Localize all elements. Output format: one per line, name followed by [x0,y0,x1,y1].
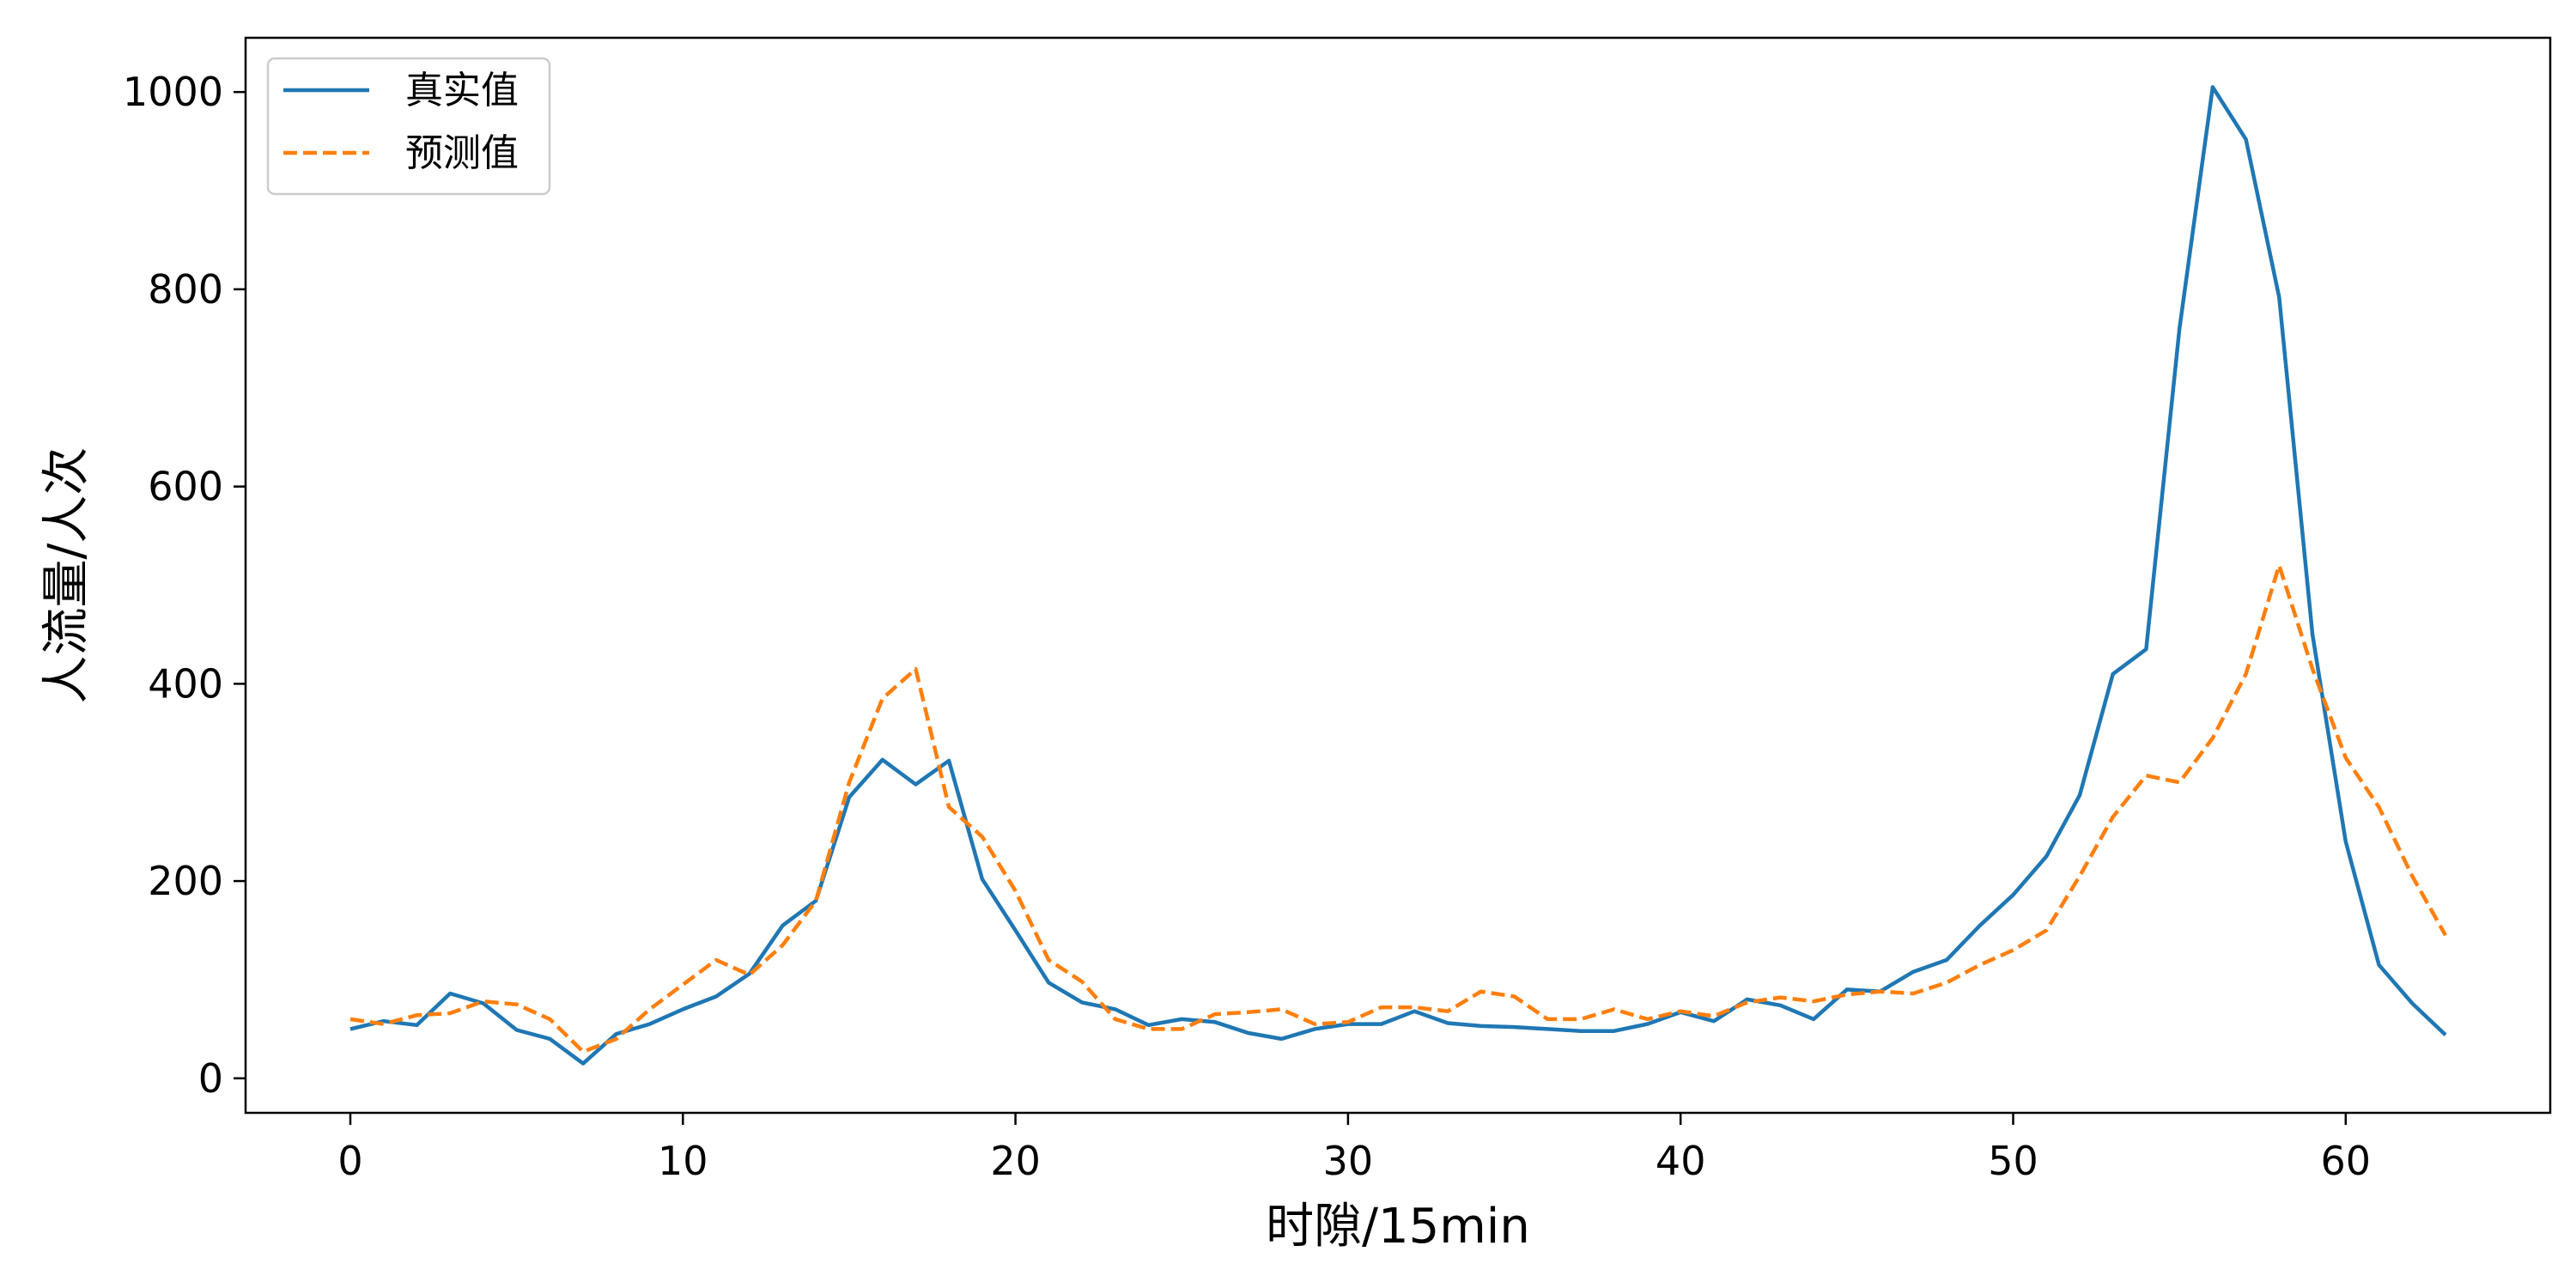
y-tick-label: 600 [148,464,223,510]
x-tick-label: 20 [990,1138,1041,1184]
x-tick-label: 0 [337,1138,362,1184]
legend-box [266,57,551,196]
x-tick-label: 60 [2321,1138,2372,1184]
x-axis-label: 时隙/15min [1266,1199,1530,1255]
y-tick-label: 400 [148,660,223,707]
y-axis: 0 200 400 600 800 1000 [123,69,246,1102]
x-tick-label: 30 [1323,1138,1374,1184]
series-layer [349,85,2447,1066]
y-tick-label: 200 [148,858,223,904]
x-tick-label: 10 [658,1138,708,1184]
x-tick-label: 50 [1988,1138,2038,1184]
x-tick-label: 40 [1656,1138,1706,1184]
series-line-1 [349,85,2447,1066]
legend-label-1: 真实值 [405,69,519,112]
series-line-2 [349,563,2447,1054]
y-tick-label: 800 [148,266,223,313]
x-axis: 0 10 20 30 40 50 60 [337,1113,2371,1184]
plot-background [246,38,2550,1113]
y-axis-label: 人流量/人次 [39,447,94,704]
y-tick-label: 0 [198,1055,223,1102]
plot-frame [244,36,2552,1115]
y-tick-label: 1000 [123,69,223,115]
legend-label-2: 预测值 [405,131,519,175]
